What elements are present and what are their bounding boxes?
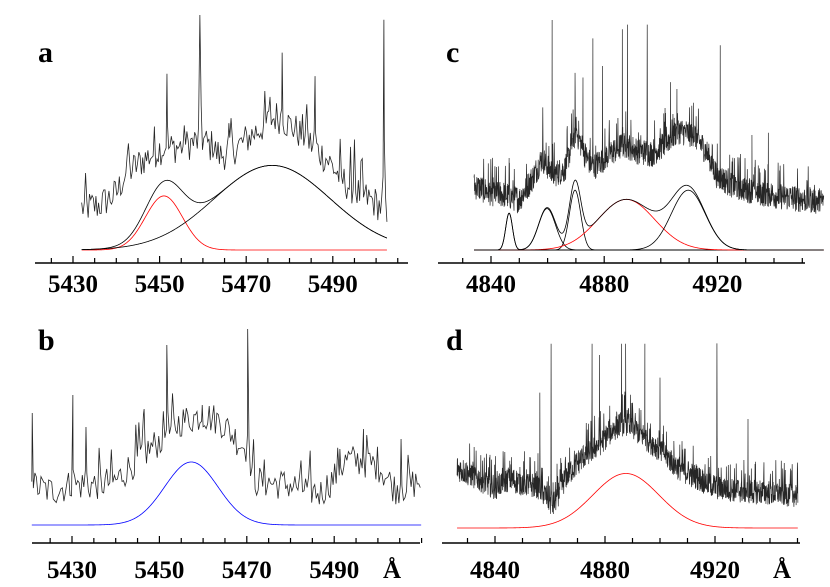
tick-label: 4920 (692, 271, 742, 298)
tick-label: 4920 (690, 557, 740, 584)
fit-sum-curve (474, 179, 824, 251)
tick-label: 4880 (580, 557, 630, 584)
gaussian-component (81, 195, 387, 251)
x-axis-unit-label: Å (383, 556, 401, 584)
x-axis-unit-label: Å (773, 556, 791, 584)
tick-label: 5430 (48, 271, 98, 298)
gaussian-component (81, 165, 388, 251)
spectrum-line (473, 19, 825, 214)
tick-label: 5490 (308, 271, 358, 298)
panel-label: d (446, 324, 463, 357)
tick-label: 5490 (309, 557, 359, 584)
fit-sum-curve (81, 165, 388, 251)
spectrum-line (31, 328, 421, 505)
tick-label: 4840 (470, 557, 520, 584)
panel-b: b 5430 5450 5470 5490 Å (31, 324, 423, 584)
panel-c: c 4840 4880 4920 (438, 19, 830, 298)
gaussian-component (474, 208, 824, 251)
tick-label: 4840 (466, 271, 516, 298)
spectrum-line (81, 14, 388, 222)
panel-label: c (446, 36, 459, 69)
panel-a: a 5430 5450 5470 5490 (35, 14, 408, 298)
panel-d: d 4840 4880 4920 Å (442, 324, 800, 584)
spectrum-line (456, 343, 799, 514)
gaussian-component (474, 212, 824, 251)
gaussian-component (474, 199, 824, 251)
gaussian-component (31, 461, 422, 526)
tick-label: 5430 (47, 557, 97, 584)
gaussian-component (457, 473, 798, 529)
tick-label: 5450 (135, 271, 185, 298)
panel-label: b (38, 324, 55, 357)
tick-label: 4880 (579, 271, 629, 298)
tick-label: 5470 (221, 271, 271, 298)
panel-label: a (38, 36, 53, 69)
tick-label: 5470 (222, 557, 272, 584)
tick-label: 5450 (134, 557, 184, 584)
